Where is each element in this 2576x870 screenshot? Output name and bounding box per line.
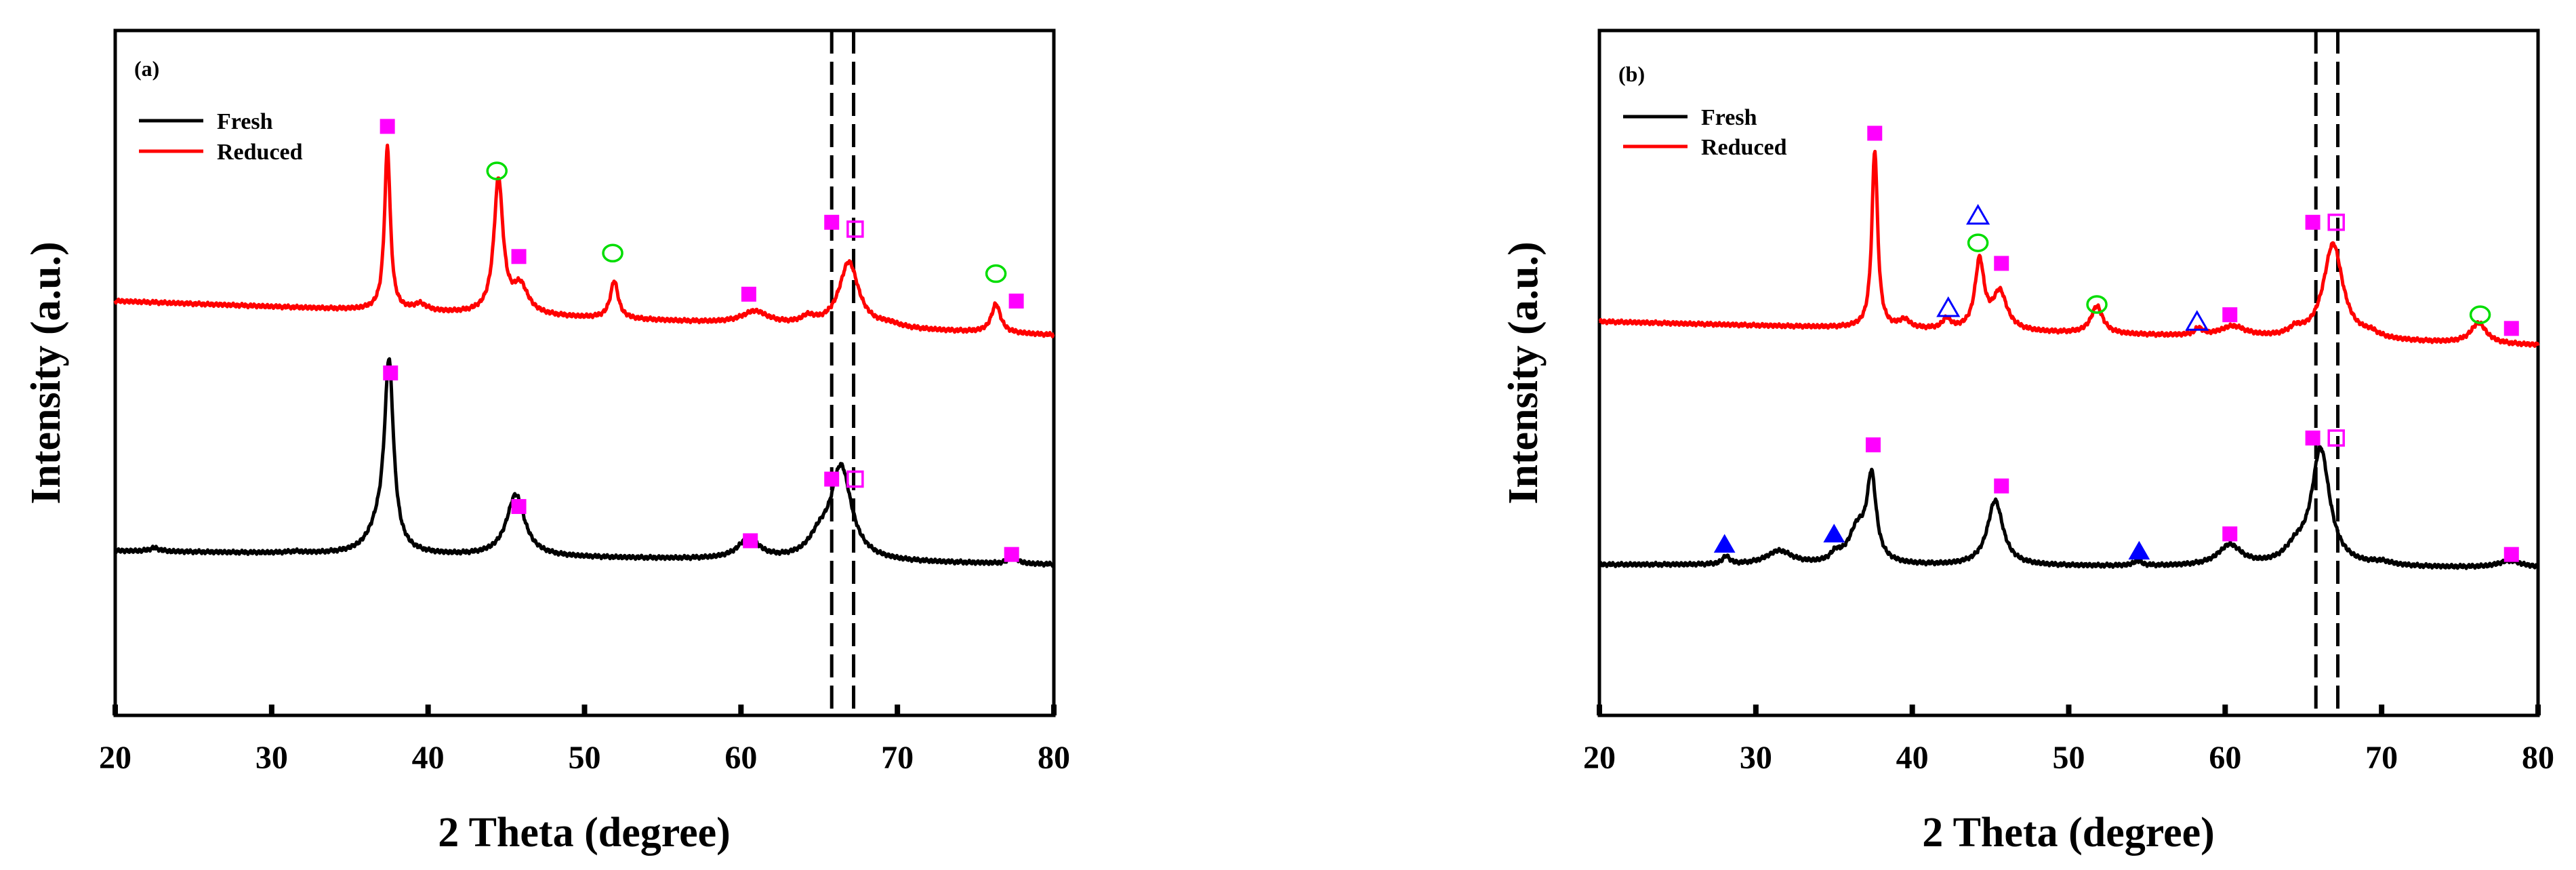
marker-filled-square xyxy=(2305,214,2321,230)
marker-open-square xyxy=(846,220,864,238)
y-axis-title: Intensity (a.u.) xyxy=(23,241,69,505)
marker-filled-square xyxy=(1994,478,2009,494)
x-tick-label: 20 xyxy=(99,740,131,776)
marker-filled-square xyxy=(511,249,527,264)
x-axis-title: 2 Theta (degree) xyxy=(438,810,731,856)
x-tick-label: 60 xyxy=(724,740,757,776)
series-line-reduced xyxy=(1598,149,2540,348)
marker-filled-square xyxy=(1867,125,1883,141)
marker-filled-square xyxy=(380,119,395,134)
chart-panel-a: 20 30 40 50 60 70 80 (a) Fresh Reduced 2 Theta… xyxy=(23,28,1070,856)
marker-open-square xyxy=(2327,214,2345,231)
marker-filled-square xyxy=(2222,307,2238,323)
diffraction-curves xyxy=(1598,149,2540,570)
x-tick-label: 70 xyxy=(2365,740,2398,776)
x-tick-label: 70 xyxy=(881,740,914,776)
x-tick-label: 40 xyxy=(1896,740,1929,776)
marker-filled-triangle xyxy=(1713,534,1736,553)
marker-filled-square xyxy=(2503,321,2519,336)
panel-label: (a) xyxy=(134,56,159,81)
marker-open-circle xyxy=(2469,305,2491,324)
marker-open-triangle xyxy=(2185,310,2209,331)
series-line-fresh xyxy=(113,357,1055,568)
marker-filled-square xyxy=(1994,256,2009,271)
marker-filled-square xyxy=(824,471,840,487)
marker-open-triangle xyxy=(1966,203,1990,225)
series-line-fresh xyxy=(1598,445,2540,570)
x-axis-ticks: 20 30 40 50 60 70 80 xyxy=(1583,705,2554,776)
x-tick-label: 50 xyxy=(2053,740,2085,776)
phase-markers xyxy=(380,119,1024,562)
x-axis-title: 2 Theta (degree) xyxy=(1922,810,2215,856)
marker-filled-square xyxy=(383,365,398,380)
legend-label-fresh: Fresh xyxy=(1701,105,1757,130)
marker-filled-square xyxy=(2503,547,2519,562)
marker-filled-square xyxy=(741,286,756,302)
phase-markers xyxy=(1713,125,2519,562)
chart-panel-b: 20 30 40 50 60 70 80 (b) Fresh Reduced 2 Theta… xyxy=(1500,28,2554,856)
legend-label-reduced: Reduced xyxy=(217,140,303,165)
marker-open-triangle xyxy=(1936,296,1961,317)
marker-open-circle xyxy=(2086,295,2108,314)
marker-filled-square xyxy=(2222,526,2238,542)
marker-filled-square xyxy=(743,533,758,549)
marker-filled-square xyxy=(1865,437,1881,453)
legend-label-fresh: Fresh xyxy=(217,109,273,134)
marker-filled-triangle xyxy=(1823,523,1845,542)
marker-open-square xyxy=(846,470,864,488)
x-tick-label: 30 xyxy=(255,740,288,776)
marker-open-circle xyxy=(985,264,1007,283)
marker-filled-square xyxy=(824,214,840,230)
legend: Fresh Reduced xyxy=(139,109,303,165)
diffraction-curves xyxy=(113,143,1055,568)
x-tick-label: 30 xyxy=(1740,740,1772,776)
marker-filled-square xyxy=(511,498,527,514)
marker-open-circle xyxy=(602,243,623,262)
legend: Fresh Reduced xyxy=(1623,105,1787,160)
plot-frame xyxy=(1597,28,2540,717)
x-tick-label: 80 xyxy=(2522,740,2554,776)
x-tick-label: 40 xyxy=(412,740,445,776)
marker-open-circle xyxy=(486,161,508,180)
x-tick-label: 80 xyxy=(1038,740,1070,776)
marker-filled-square xyxy=(1004,547,1019,562)
y-axis-title: Intensity (a.u.) xyxy=(1500,241,1547,505)
panel-label: (b) xyxy=(1618,62,1645,86)
dashed-reference-lines xyxy=(2314,31,2340,715)
x-tick-label: 60 xyxy=(2209,740,2241,776)
series-line-reduced xyxy=(113,143,1055,338)
dashed-reference-lines xyxy=(830,31,856,715)
x-axis-ticks: 20 30 40 50 60 70 80 xyxy=(99,705,1070,776)
legend-label-reduced: Reduced xyxy=(1701,135,1787,160)
marker-filled-square xyxy=(1008,293,1024,309)
marker-open-circle xyxy=(1967,233,1989,252)
x-tick-label: 20 xyxy=(1583,740,1616,776)
marker-open-square xyxy=(2327,429,2345,447)
x-tick-label: 50 xyxy=(569,740,601,776)
marker-filled-triangle xyxy=(2128,540,2150,560)
marker-filled-square xyxy=(2305,430,2321,446)
